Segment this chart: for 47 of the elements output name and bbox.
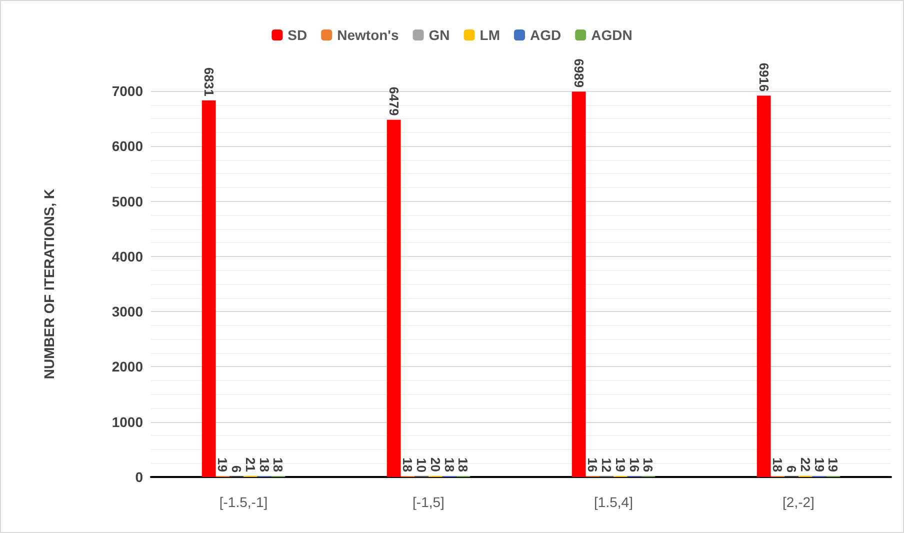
legend-label: AGD xyxy=(530,27,562,43)
x-tick-label: [-1.5,-1] xyxy=(219,494,268,510)
bar xyxy=(386,120,401,477)
data-label: 6916 xyxy=(756,62,772,92)
data-label: 21 xyxy=(242,457,258,472)
data-label: 18 xyxy=(256,458,272,472)
data-label: 6 xyxy=(229,465,244,473)
legend-label: GN xyxy=(428,27,450,43)
data-label: 19 xyxy=(812,457,827,472)
y-axis-title: NUMBER OF ITERATIONS, K xyxy=(41,188,57,380)
data-label: 18 xyxy=(270,458,286,472)
data-label: 18 xyxy=(456,458,471,472)
y-tick-label: 6000 xyxy=(112,138,144,154)
y-tick-label: 0 xyxy=(135,469,144,485)
bar xyxy=(202,100,216,477)
x-tick-label: [1.5,4] xyxy=(594,494,633,510)
data-label: 19 xyxy=(215,457,230,472)
data-label: 6831 xyxy=(201,67,216,96)
data-label: 16 xyxy=(640,458,656,472)
data-label: 16 xyxy=(626,458,642,472)
data-label: 10 xyxy=(414,458,430,472)
legend-label: Newton's xyxy=(337,27,399,43)
data-label: 18 xyxy=(770,458,786,472)
y-tick-label: 2000 xyxy=(112,358,144,375)
data-label: 12 xyxy=(599,458,614,472)
data-label: 6479 xyxy=(386,86,402,116)
x-tick-label: [2,-2] xyxy=(782,494,814,510)
data-label: 6 xyxy=(784,465,800,473)
legend-label: AGDN xyxy=(591,27,632,43)
data-label: 19 xyxy=(826,457,841,472)
bar xyxy=(756,96,771,477)
data-label: 16 xyxy=(585,458,600,472)
x-tick-label: [-1,5] xyxy=(412,494,444,510)
data-label: 19 xyxy=(612,457,628,472)
data-label: 6989 xyxy=(571,58,586,88)
y-tick-label: 7000 xyxy=(112,83,144,99)
legend-label: LM xyxy=(480,27,500,43)
y-tick-label: 1000 xyxy=(112,414,144,430)
data-label: 18 xyxy=(400,458,416,472)
legend-label: SD xyxy=(288,27,308,43)
data-label: 20 xyxy=(428,457,443,472)
bar xyxy=(572,92,586,477)
data-label: 18 xyxy=(442,458,457,472)
y-tick-label: 5000 xyxy=(112,193,144,210)
y-tick-label: 3000 xyxy=(112,304,144,320)
y-tick-label: 4000 xyxy=(112,248,144,264)
data-label: 22 xyxy=(798,457,813,472)
